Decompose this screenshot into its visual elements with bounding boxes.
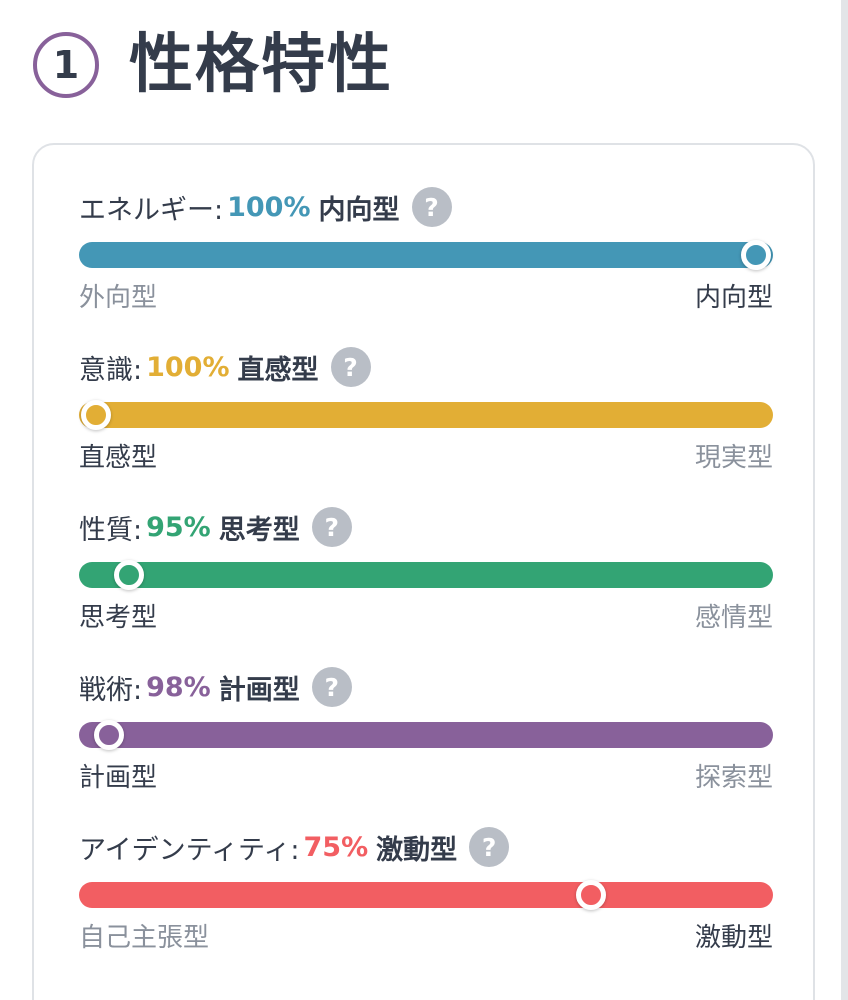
help-icon[interactable]: ? <box>411 187 452 227</box>
trait-left-end: 外向型 <box>79 283 158 313</box>
help-icon[interactable]: ? <box>469 827 510 867</box>
trait-bar <box>79 720 773 750</box>
trait-type: 思考型 <box>218 514 300 546</box>
trait-label: 意識: <box>79 354 143 386</box>
trait-right-end: 現実型 <box>694 443 773 473</box>
trait-percent: 100% <box>227 191 311 223</box>
section-title: 性格特性 <box>129 28 393 102</box>
trait-mind: 意識: 100% 直感型 ? 直感型 現実型 <box>79 345 773 474</box>
trait-heading: 戦術: 98% 計画型 ? <box>79 665 773 709</box>
trait-scale-labels: 外向型 内向型 <box>79 282 773 314</box>
trait-percent: 95% <box>146 511 211 543</box>
trait-type: 計画型 <box>218 674 300 706</box>
trait-heading: 性質: 95% 思考型 ? <box>79 505 773 549</box>
slider-knob[interactable] <box>114 560 144 590</box>
scrollbar-track[interactable] <box>841 0 848 1000</box>
trait-type: 直感型 <box>237 354 319 386</box>
trait-heading: アイデンティティ: 75% 激動型 ? <box>79 825 773 869</box>
trait-left-end: 思考型 <box>79 603 158 633</box>
trait-nature: 性質: 95% 思考型 ? 思考型 感情型 <box>79 505 773 634</box>
traits-card: エネルギー: 100% 内向型 ? 外向型 内向型 意識: 100% 直感型 ? <box>32 143 815 1000</box>
trait-tactics: 戦術: 98% 計画型 ? 計画型 探索型 <box>79 665 773 794</box>
trait-right-end: 内向型 <box>694 283 773 313</box>
help-icon[interactable]: ? <box>330 347 371 387</box>
section-header: 1 性格特性 <box>33 22 393 108</box>
trait-bar <box>79 400 773 430</box>
trait-percent: 98% <box>146 671 211 703</box>
trait-bar <box>79 880 773 910</box>
trait-percent: 100% <box>146 351 230 383</box>
trait-heading: 意識: 100% 直感型 ? <box>79 345 773 389</box>
trait-left-end: 直感型 <box>79 443 158 473</box>
trait-right-end: 探索型 <box>694 763 773 793</box>
slider-knob[interactable] <box>81 400 111 430</box>
trait-scale-labels: 自己主張型 激動型 <box>79 922 773 954</box>
trait-scale-labels: 思考型 感情型 <box>79 602 773 634</box>
trait-percent: 75% <box>303 831 369 863</box>
trait-identity: アイデンティティ: 75% 激動型 ? 自己主張型 激動型 <box>79 825 773 954</box>
trait-type: 内向型 <box>318 194 400 226</box>
trait-bar <box>79 240 773 270</box>
trait-left-end: 計画型 <box>79 763 158 793</box>
trait-scale-labels: 直感型 現実型 <box>79 442 773 474</box>
trait-left-end: 自己主張型 <box>79 923 210 953</box>
trait-label: アイデンティティ: <box>79 834 300 866</box>
slider-knob[interactable] <box>741 240 771 270</box>
trait-label: エネルギー: <box>79 194 224 226</box>
trait-right-end: 激動型 <box>694 923 773 953</box>
trait-type: 激動型 <box>376 834 458 866</box>
help-icon[interactable]: ? <box>311 507 352 547</box>
slider-knob[interactable] <box>94 720 125 750</box>
trait-bar <box>79 560 773 590</box>
slider-knob[interactable] <box>576 880 606 910</box>
trait-label: 戦術: <box>79 674 143 706</box>
trait-right-end: 感情型 <box>694 603 773 633</box>
trait-energy: エネルギー: 100% 内向型 ? 外向型 内向型 <box>79 185 773 314</box>
trait-label: 性質: <box>79 514 143 546</box>
step-number-badge: 1 <box>33 32 99 98</box>
trait-scale-labels: 計画型 探索型 <box>79 762 773 794</box>
trait-heading: エネルギー: 100% 内向型 ? <box>79 185 773 229</box>
help-icon[interactable]: ? <box>311 667 352 707</box>
